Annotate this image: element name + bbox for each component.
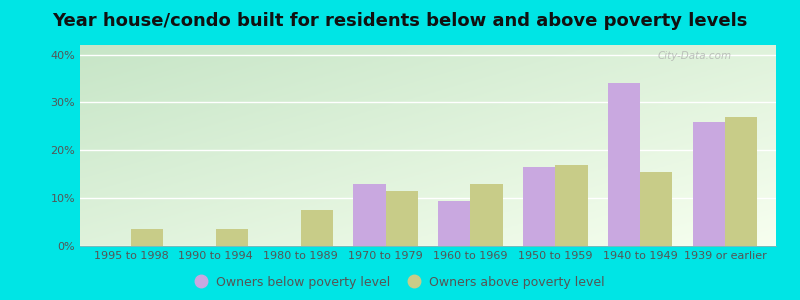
Text: City-Data.com: City-Data.com (658, 51, 732, 61)
Bar (301, 210, 333, 246)
Bar (640, 172, 673, 246)
Bar (386, 191, 418, 246)
Bar (693, 122, 725, 246)
Bar (725, 117, 758, 246)
Bar (470, 184, 502, 246)
Bar (354, 184, 386, 246)
Bar (131, 229, 163, 246)
Bar (555, 165, 587, 246)
Bar (608, 83, 640, 246)
Bar (438, 200, 470, 246)
Bar (523, 167, 555, 246)
Bar (216, 229, 248, 246)
Legend: Owners below poverty level, Owners above poverty level: Owners below poverty level, Owners above… (190, 271, 610, 294)
Text: Year house/condo built for residents below and above poverty levels: Year house/condo built for residents bel… (52, 12, 748, 30)
